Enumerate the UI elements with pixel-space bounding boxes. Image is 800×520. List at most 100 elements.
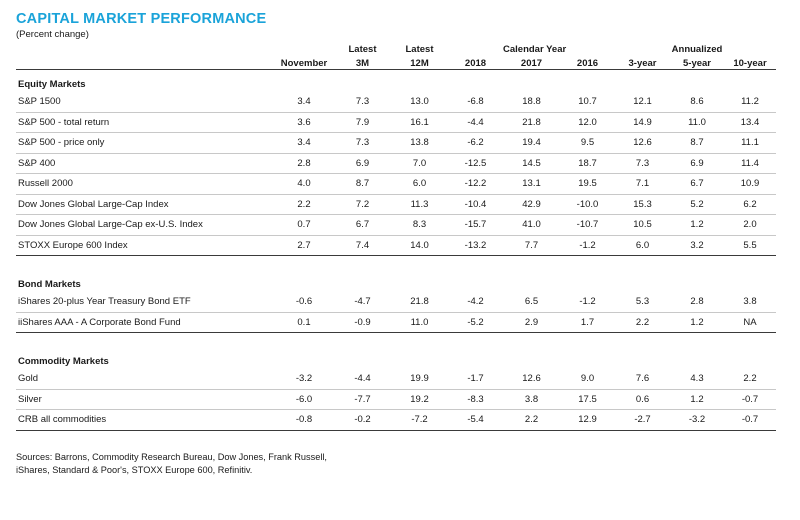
section-heading: Bond Markets	[18, 279, 81, 290]
table-row: Gold -3.2 -4.4 19.9 -1.7 12.6 9.0 7.6 4.3 2.2	[16, 369, 776, 390]
value-cell: 41.0	[503, 214, 560, 236]
value-cell: 4.3	[670, 369, 724, 390]
table-row: S&P 1500 3.4 7.3 13.0 -6.8 18.8 10.7 12.1 8.6 11.…	[16, 92, 776, 113]
value-cell: 19.2	[391, 389, 448, 410]
value-cell: -0.8	[274, 409, 334, 431]
value-cell: 5.5	[724, 235, 776, 256]
row-label: Silver	[16, 389, 274, 410]
table-body: Equity Markets S&P 1500 3.4 7.3 13.0 -6.8 18.8…	[16, 70, 776, 431]
table-row: Dow Jones Global Large-Cap ex-U.S. Index…	[16, 214, 776, 236]
value-cell: -12.5	[448, 153, 503, 174]
row-label: S&P 500 - total return	[16, 112, 274, 133]
value-cell: -7.2	[391, 409, 448, 431]
table-row: Russell 2000 4.0 8.7 6.0 -12.2 13.1 19.5 7.1 6.7…	[16, 173, 776, 195]
value-cell: 17.5	[560, 389, 615, 410]
value-cell: -10.4	[448, 194, 503, 215]
section-header-row: Commodity Markets	[16, 347, 776, 369]
value-cell: 2.9	[503, 312, 560, 333]
header-cell: 2016	[560, 55, 615, 70]
page-subtitle: (Percent change)	[16, 29, 89, 40]
value-cell: -3.2	[670, 409, 724, 431]
value-cell: 0.6	[615, 389, 670, 410]
header-cell	[448, 41, 503, 55]
value-cell: 6.5	[503, 292, 560, 313]
value-cell: 9.0	[560, 369, 615, 390]
value-cell: 1.2	[670, 214, 724, 236]
value-cell: 3.6	[274, 112, 334, 133]
section-heading: Commodity Markets	[18, 356, 109, 367]
sources-line: iShares, Standard & Poor's, STOXX Europe…	[16, 464, 253, 475]
value-cell: -8.3	[448, 389, 503, 410]
value-cell: 12.6	[615, 132, 670, 154]
row-label: S&P 500 - price only	[16, 132, 274, 154]
value-cell: 7.6	[615, 369, 670, 390]
value-cell: 13.0	[391, 92, 448, 113]
value-cell: 12.1	[615, 92, 670, 113]
header-cell	[16, 41, 274, 55]
table-row: iiShares AAA - A Corporate Bond Fund 0.1 -…	[16, 312, 776, 333]
value-cell: 7.4	[334, 235, 391, 256]
row-label: S&P 1500	[16, 92, 274, 113]
value-cell: -0.2	[334, 409, 391, 431]
value-cell: 9.5	[560, 132, 615, 154]
value-cell: 2.2	[503, 409, 560, 431]
header-cell	[615, 41, 670, 55]
header-cell: 10-year	[724, 55, 776, 70]
value-cell: 3.8	[503, 389, 560, 410]
value-cell: 2.0	[724, 214, 776, 236]
value-cell: -13.2	[448, 235, 503, 256]
table-row: Silver -6.0 -7.7 19.2 -8.3 3.8 17.5 0.6 1.2 -0.7	[16, 389, 776, 410]
value-cell: 8.7	[670, 132, 724, 154]
value-cell: 10.9	[724, 173, 776, 195]
value-cell: 6.0	[615, 235, 670, 256]
report-page: CAPITAL MARKET PERFORMANCE (Percent chan…	[16, 10, 776, 477]
value-cell: -5.4	[448, 409, 503, 431]
section-gap	[16, 333, 776, 348]
row-label: S&P 400	[16, 153, 274, 174]
value-cell: 3.4	[274, 132, 334, 154]
row-label: Gold	[16, 369, 274, 390]
value-cell: 7.3	[334, 92, 391, 113]
value-cell: -0.6	[274, 292, 334, 313]
value-cell: -0.7	[724, 409, 776, 431]
header-cell: 3-year	[615, 55, 670, 70]
value-cell: -4.4	[448, 112, 503, 133]
row-label: Dow Jones Global Large-Cap ex-U.S. Index	[16, 214, 274, 236]
header-cell	[560, 41, 615, 55]
value-cell: NA	[724, 312, 776, 333]
value-cell: 1.7	[560, 312, 615, 333]
gap-cell	[16, 256, 776, 271]
row-label: Dow Jones Global Large-Cap Index	[16, 194, 274, 215]
value-cell: 7.1	[615, 173, 670, 195]
header-cell	[724, 41, 776, 55]
header-cell: 3M	[334, 55, 391, 70]
value-cell: 5.2	[670, 194, 724, 215]
section-gap	[16, 256, 776, 271]
section-header-row: Equity Markets	[16, 70, 776, 93]
value-cell: 7.3	[334, 132, 391, 154]
value-cell: 7.7	[503, 235, 560, 256]
value-cell: 19.4	[503, 132, 560, 154]
value-cell: 4.0	[274, 173, 334, 195]
row-label: iShares 20-plus Year Treasury Bond ETF	[16, 292, 274, 313]
value-cell: 14.5	[503, 153, 560, 174]
value-cell: 21.8	[391, 292, 448, 313]
value-cell: 3.8	[724, 292, 776, 313]
value-cell: 7.3	[615, 153, 670, 174]
row-label: iiShares AAA - A Corporate Bond Fund	[16, 312, 274, 333]
page-title: CAPITAL MARKET PERFORMANCE	[16, 11, 267, 27]
header-cell: 12M	[391, 55, 448, 70]
table-row: iShares 20-plus Year Treasury Bond ETF -0…	[16, 292, 776, 313]
value-cell: 11.3	[391, 194, 448, 215]
value-cell: 10.7	[560, 92, 615, 113]
value-cell: 2.2	[274, 194, 334, 215]
value-cell: 8.6	[670, 92, 724, 113]
value-cell: -4.2	[448, 292, 503, 313]
value-cell: 0.1	[274, 312, 334, 333]
value-cell: 21.8	[503, 112, 560, 133]
row-label: CRB all commodities	[16, 409, 274, 431]
value-cell: -6.2	[448, 132, 503, 154]
value-cell: -12.2	[448, 173, 503, 195]
value-cell: -10.7	[560, 214, 615, 236]
value-cell: -5.2	[448, 312, 503, 333]
